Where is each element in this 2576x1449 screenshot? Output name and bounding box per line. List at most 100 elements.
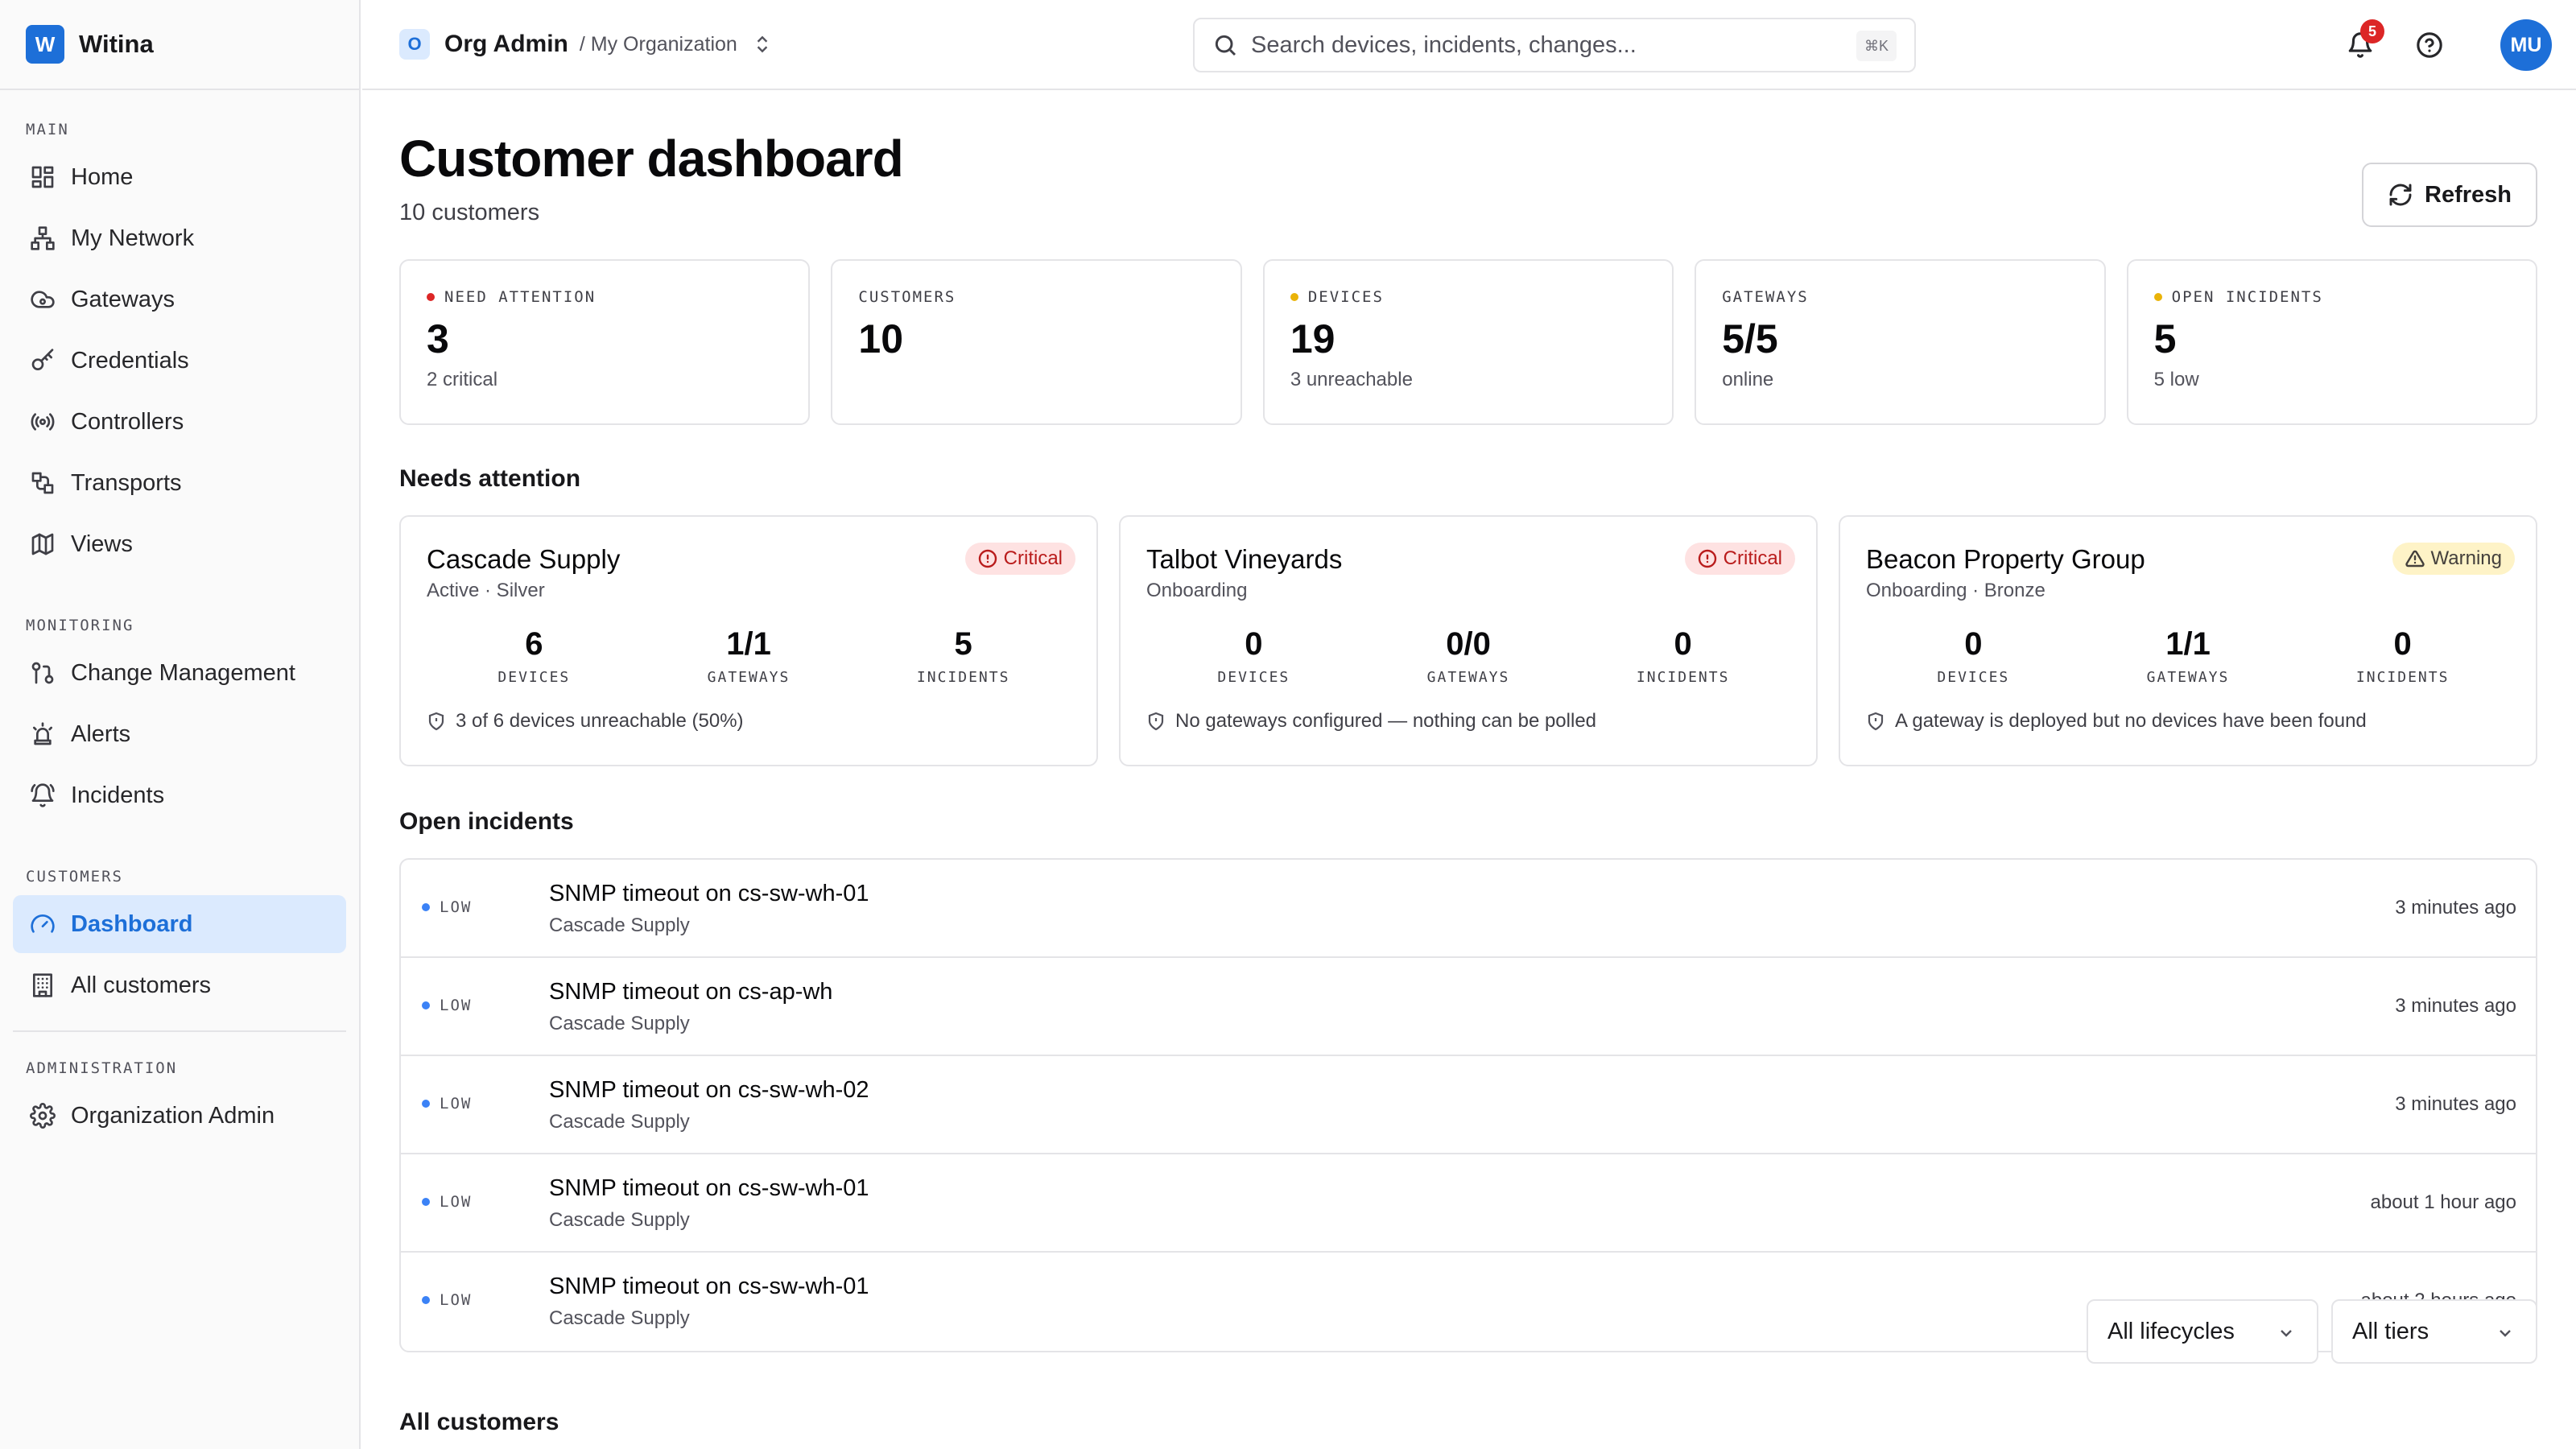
attention-card[interactable]: Beacon Property Group Onboarding · Bronz… — [1839, 515, 2537, 766]
sidebar-item-credentials[interactable]: Credentials — [13, 332, 346, 390]
incident-row[interactable]: LOW SNMP timeout on cs-sw-wh-01 Cascade … — [401, 860, 2536, 958]
sidebar-item-alerts[interactable]: Alerts — [13, 705, 346, 763]
customer-name: Cascade Supply — [427, 544, 621, 574]
incident-title: SNMP timeout on cs-sw-wh-02 — [549, 1077, 869, 1103]
building-icon — [29, 972, 56, 999]
metrics: 6 DEVICES 1/1 GATEWAYS 5 INCIDENTS — [427, 626, 1071, 686]
attention-card[interactable]: Talbot Vineyards Onboarding Critical 0 DE… — [1119, 515, 1818, 766]
nav-section-monitoring: MONITORING Change Management Alerts Inci… — [0, 576, 359, 824]
brand[interactable]: W Witina — [0, 0, 359, 90]
key-icon — [29, 347, 56, 374]
attention-note: 3 of 6 devices unreachable (50%) — [427, 710, 1071, 733]
brand-name: Witina — [79, 30, 154, 58]
refresh-button[interactable]: Refresh — [2362, 163, 2537, 227]
lifecycle-filter-select[interactable]: All lifecycles — [2087, 1299, 2318, 1364]
stat-card-customers[interactable]: CUSTOMERS 10 — [831, 259, 1242, 425]
sidebar-item-label: My Network — [71, 225, 195, 251]
sidebar-item-dashboard[interactable]: Dashboard — [13, 895, 346, 953]
status-label: Warning — [2430, 547, 2502, 569]
chevron-down-icon — [2281, 1330, 2292, 1337]
metric-value: 0 — [1245, 626, 1263, 662]
customer-name: Talbot Vineyards — [1146, 544, 1343, 574]
metric-label: DEVICES — [1217, 669, 1290, 686]
stat-label: NEED ATTENTION — [444, 288, 597, 306]
attention-card[interactable]: Cascade Supply Active · Silver Critical … — [399, 515, 1098, 766]
stat-label-row: CUSTOMERS — [858, 288, 1214, 306]
sidebar-item-home[interactable]: Home — [13, 148, 346, 206]
chevrons-up-down-icon[interactable] — [752, 34, 773, 55]
sidebar-item-incidents[interactable]: Incidents — [13, 766, 346, 824]
incident-row[interactable]: LOW SNMP timeout on cs-sw-wh-01 Cascade … — [401, 1154, 2536, 1253]
severity-label: LOW — [440, 1291, 473, 1309]
incident-customer: Cascade Supply — [549, 1307, 690, 1329]
nav-section-main: MAIN Home My Network Gateways Credential… — [0, 90, 359, 573]
metric-label: GATEWAYS — [2146, 669, 2230, 686]
sidebar-item-label: Home — [71, 163, 134, 190]
nav-section-administration: ADMINISTRATION Organization Admin — [0, 1048, 359, 1145]
search-input[interactable] — [1251, 31, 1831, 59]
refresh-label: Refresh — [2425, 181, 2512, 208]
nav-section-customers: CUSTOMERS Dashboard All customers — [0, 828, 359, 1014]
stat-card-gateways[interactable]: GATEWAYS 5/5 online — [1695, 259, 2106, 425]
severity-dot — [422, 1001, 430, 1009]
status-label: Critical — [1723, 547, 1782, 569]
stat-sub: online — [1722, 369, 1774, 390]
page-subtitle: 10 customers — [399, 200, 540, 225]
attention-note: A gateway is deployed but no devices hav… — [1866, 710, 2510, 733]
stat-value: 19 — [1290, 316, 1335, 361]
metric-label: INCIDENTS — [1636, 669, 1730, 686]
metric-value: 0 — [1964, 626, 1983, 662]
gateway-icon — [29, 286, 56, 313]
incident-title: SNMP timeout on cs-sw-wh-01 — [549, 1274, 869, 1299]
stat-sub: 5 low — [2153, 369, 2199, 390]
org-title[interactable]: Org Admin — [444, 31, 568, 57]
org-breadcrumb[interactable]: / My Organization — [579, 32, 737, 56]
avatar[interactable]: MU — [2500, 19, 2552, 71]
tier-filter-value: All tiers — [2352, 1318, 2429, 1344]
bell-ring-icon — [29, 782, 56, 809]
shield-icon — [428, 712, 444, 731]
status-label: Critical — [1003, 547, 1063, 569]
incident-title: SNMP timeout on cs-sw-wh-01 — [549, 1175, 869, 1201]
status-badge: Warning — [2392, 543, 2515, 575]
incident-title: SNMP timeout on cs-ap-wh — [549, 979, 833, 1005]
page-title: Customer dashboard — [399, 130, 904, 188]
sidebar-item-change-management[interactable]: Change Management — [13, 644, 346, 702]
incident-row[interactable]: LOW SNMP timeout on cs-ap-wh Cascade Sup… — [401, 958, 2536, 1056]
sidebar-item-label: Transports — [71, 469, 182, 496]
metric-value: 0 — [2393, 626, 2412, 662]
tier-filter-select[interactable]: All tiers — [2331, 1299, 2537, 1364]
stat-card-devices[interactable]: DEVICES 19 3 unreachable — [1262, 259, 1674, 425]
notifications-button[interactable]: 5 — [2343, 19, 2384, 63]
sidebar-item-all-customers[interactable]: All customers — [13, 956, 346, 1014]
severity-badge: LOW — [422, 1193, 472, 1211]
bell-icon — [2348, 32, 2372, 58]
search-bar[interactable]: ⌘K — [1193, 18, 1916, 72]
sidebar-item-views[interactable]: Views — [13, 515, 346, 573]
siren-icon — [29, 720, 56, 748]
severity-dot — [422, 1198, 430, 1206]
incident-time: 3 minutes ago — [2395, 897, 2516, 919]
stat-card-need-attention[interactable]: NEED ATTENTION 3 2 critical — [399, 259, 811, 425]
help-button[interactable] — [2412, 27, 2447, 63]
metric-label: INCIDENTS — [2355, 669, 2450, 686]
sidebar-item-my-network[interactable]: My Network — [13, 209, 346, 267]
sidebar-item-label: Change Management — [71, 659, 295, 686]
stat-card-open-incidents[interactable]: OPEN INCIDENTS 5 5 low — [2126, 259, 2538, 425]
metric-devices: 0 DEVICES — [1146, 626, 1361, 686]
sidebar-item-controllers[interactable]: Controllers — [13, 393, 346, 451]
sidebar-item-organization-admin[interactable]: Organization Admin — [13, 1087, 346, 1145]
severity-badge: LOW — [422, 1291, 472, 1309]
chevron-down-icon — [2500, 1330, 2511, 1337]
incident-customer: Cascade Supply — [549, 914, 690, 936]
incident-row[interactable]: LOW SNMP timeout on cs-sw-wh-02 Cascade … — [401, 1056, 2536, 1154]
severity-badge: LOW — [422, 898, 472, 916]
section-label-monitoring: MONITORING — [26, 617, 134, 634]
incident-time: 3 minutes ago — [2395, 1093, 2516, 1115]
sidebar-item-gateways[interactable]: Gateways — [13, 270, 346, 328]
sidebar-item-label: Controllers — [71, 408, 184, 435]
sidebar-item-transports[interactable]: Transports — [13, 454, 346, 512]
severity-dot — [422, 1100, 430, 1108]
alert-triangle-icon — [2405, 550, 2425, 568]
network-icon — [29, 225, 56, 252]
